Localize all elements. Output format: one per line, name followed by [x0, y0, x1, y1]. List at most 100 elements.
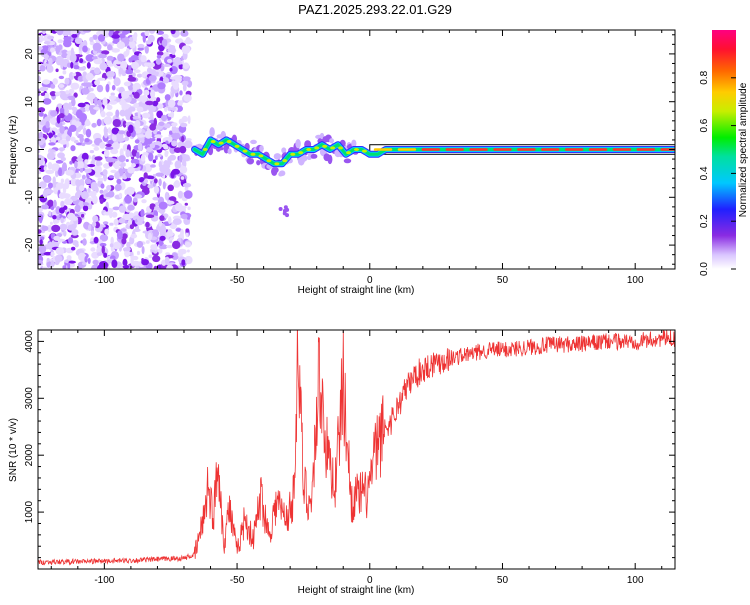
spectrogram-noise-speck	[123, 81, 131, 87]
spectrogram-noise-speck	[183, 94, 192, 102]
spectrogram-noise-speck	[62, 97, 69, 101]
spectrogram-noise-speck	[103, 116, 113, 125]
spectrogram-noise-speck	[163, 145, 169, 150]
spectrogram-noise-speck	[116, 230, 123, 240]
spectrogram-ridge-halo	[227, 148, 232, 155]
spectrogram-noise-speck	[109, 100, 118, 105]
spectrogram-noise-speck	[71, 33, 78, 38]
spectrogram-noise-speck	[97, 177, 105, 182]
spectrogram-noise-speck	[101, 50, 110, 55]
spectrogram-noise-speck	[158, 220, 163, 227]
spectrogram-noise-speck	[168, 45, 176, 49]
spectrogram-noise-speck	[78, 185, 85, 192]
spectrogram-noise-speck	[78, 252, 87, 262]
spectrogram-noise-speck	[81, 233, 87, 238]
spectrogram-noise-speck	[187, 206, 191, 211]
spectrogram-ridge-halo	[246, 157, 255, 165]
spectrogram-xtick-label: 50	[497, 275, 509, 286]
spectrogram-noise-speck	[92, 34, 98, 40]
spectrogram-noise-speck	[101, 30, 109, 36]
spectrogram-noise-speck	[158, 178, 162, 187]
snr-xtick-label: 0	[367, 575, 373, 586]
spectrogram-noise-speck	[99, 242, 107, 247]
spectrogram-noise-speck	[47, 35, 55, 40]
spectrogram-noise-speck	[90, 230, 95, 237]
spectrogram-noise-speck	[148, 75, 157, 82]
spectrogram-noise-speck	[120, 162, 125, 169]
snr-xtick-label: -50	[230, 575, 245, 586]
spectrogram-noise-speck	[171, 132, 181, 140]
snr-x-ticks: -100 -50 0 50 100	[50, 330, 663, 586]
spectrogram-noise-speck	[167, 99, 176, 108]
spectrogram-noise-speck	[165, 100, 169, 107]
spectrogram-noise-speck	[73, 65, 80, 70]
spectrogram-noise-speck	[135, 151, 140, 159]
spectrogram-noise-speck	[58, 75, 65, 80]
colorbar-tick-label: 0.4	[699, 166, 710, 180]
spectrogram-noise-speck	[147, 232, 152, 241]
spectrogram-ridge-outline	[369, 144, 675, 155]
spectrogram-noise-speck	[145, 240, 150, 244]
spectrogram-noise-speck	[153, 186, 160, 194]
spectrogram-noise-speck	[141, 94, 148, 104]
spectrogram-noise-speck	[50, 83, 56, 89]
spectrogram-noise-speck	[38, 214, 44, 222]
spectrogram-noise-speck	[175, 38, 184, 44]
spectrogram-noise-speck	[67, 212, 76, 221]
spectrogram-noise-speck	[179, 145, 187, 154]
spectrogram-noise-speck	[136, 73, 143, 78]
spectrogram-noise-speck	[41, 225, 49, 231]
spectrogram-noise-speck	[104, 228, 110, 236]
spectrogram-noise-speck	[40, 48, 48, 55]
spectrogram-noise-speck	[185, 232, 189, 238]
spectrogram-noise-speck	[108, 175, 115, 179]
spectrogram-noise-speck	[64, 77, 70, 85]
spectrogram-noise-speck	[136, 221, 143, 226]
spectrogram-noise-speck	[42, 189, 48, 199]
snr-xtick-label: -100	[94, 575, 114, 586]
spectrogram-noise-speck	[184, 255, 193, 265]
snr-ytick-label: 2000	[24, 444, 35, 467]
spectrogram-noise-speck	[107, 127, 112, 134]
spectrogram-noise-speck	[107, 139, 114, 145]
spectrogram-noise-speck	[113, 161, 120, 170]
spectrogram-noise-speck	[102, 97, 108, 106]
snr-x-label: Height of straight line (km)	[298, 585, 415, 596]
spectrogram-noise-speck	[70, 82, 80, 90]
spectrogram-noise-speck	[84, 138, 90, 143]
spectrogram-xtick-label: -50	[230, 275, 245, 286]
spectrogram-noise-speck	[148, 152, 154, 162]
spectrogram-ridge-halo	[272, 167, 279, 173]
spectrogram-noise-speck	[71, 106, 78, 111]
spectrogram-noise-speck	[111, 259, 118, 269]
spectrogram-ridge-halo	[281, 147, 287, 154]
spectrogram-noise-speck	[85, 54, 95, 62]
spectrogram-noise-speck	[58, 192, 66, 199]
spectrogram-noise-speck	[50, 260, 55, 267]
spectrogram-ridge-core	[306, 148, 312, 151]
spectrogram-noise-speck	[91, 122, 97, 128]
spectrogram-noise-speck	[159, 235, 166, 241]
spectrogram-noise-speck	[75, 179, 81, 187]
spectrogram-noise-speck	[103, 252, 108, 258]
spectrogram-noise-speck	[158, 121, 165, 127]
spectrogram-noise-speck	[154, 134, 163, 139]
spectrogram-noise-speck	[39, 33, 44, 43]
spectrogram-noise-speck	[42, 98, 52, 105]
spectrogram-ytick-label: -20	[24, 237, 35, 252]
spectrogram-noise-speck	[185, 228, 190, 233]
spectrogram-noise-speck	[58, 84, 65, 88]
spectrogram-noise-speck	[99, 261, 108, 268]
spectrogram-noise-speck	[154, 155, 158, 161]
spectrogram-noise-speck	[153, 178, 158, 184]
spectrogram-noise-speck	[172, 252, 177, 256]
spectrogram-ridge-core	[234, 144, 240, 148]
spectrogram-noise-speck	[116, 41, 126, 49]
spectrogram-noise-speck	[141, 112, 151, 119]
spectrogram-noise-speck	[95, 160, 101, 167]
spectrogram-noise-speck	[167, 106, 171, 112]
spectrogram-noise-speck	[155, 58, 162, 65]
spectrogram-ytick-label: 0	[24, 146, 35, 152]
spectrogram-noise-speck	[165, 252, 171, 256]
spectrogram-noise-speck	[137, 43, 145, 48]
